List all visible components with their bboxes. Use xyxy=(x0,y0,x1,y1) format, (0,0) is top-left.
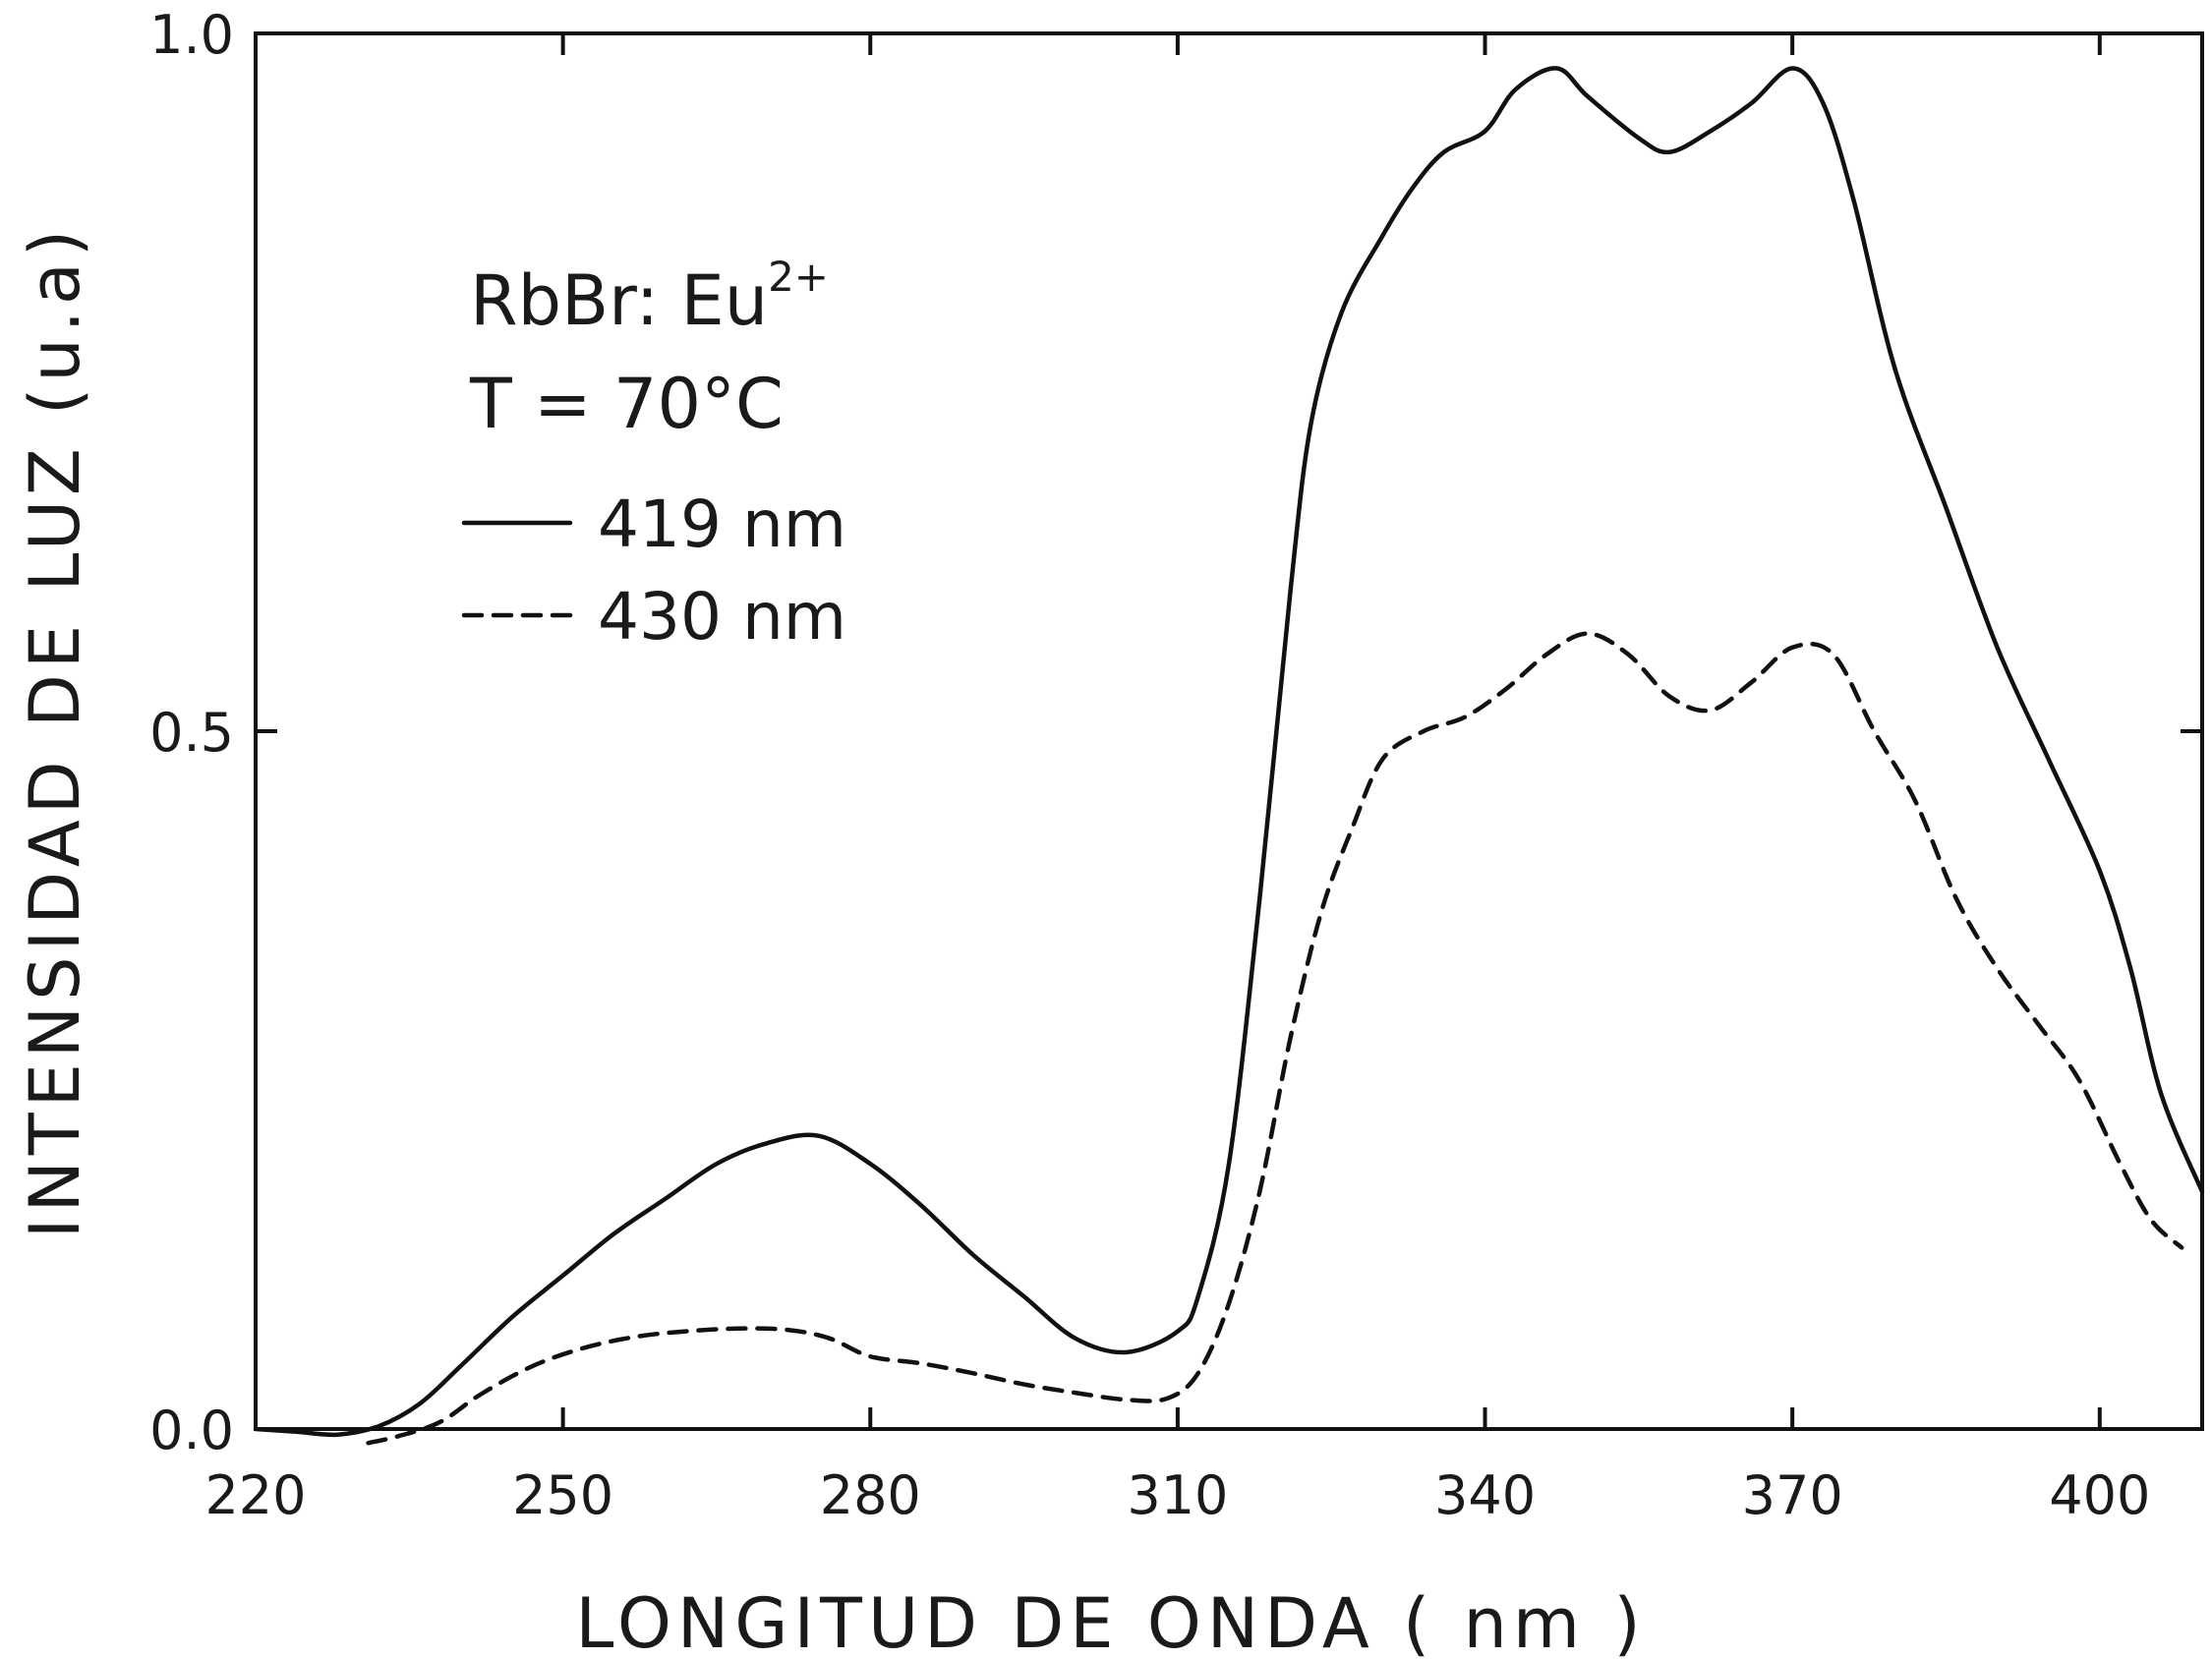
x-tick-label-340: 340 xyxy=(1434,1464,1536,1526)
legend-label-430: 430 nm xyxy=(598,579,846,655)
tick-marks xyxy=(254,31,2202,1431)
series-line-430nm xyxy=(366,631,2184,1446)
legend: 419 nm 430 nm xyxy=(461,486,846,655)
x-tick-label-310: 310 xyxy=(1127,1464,1228,1526)
x-tick-label-250: 250 xyxy=(512,1464,613,1526)
y-tick-labels: 0.0 0.5 1.0 xyxy=(149,4,234,1461)
y-tick-label-1.0: 1.0 xyxy=(149,4,234,66)
y-axis-title: INTENSIDAD DE LUZ (u.a) xyxy=(15,224,95,1238)
data-series xyxy=(253,66,2205,1446)
y-tick-label-0.0: 0.0 xyxy=(149,1400,234,1461)
x-tick-label-280: 280 xyxy=(820,1464,921,1526)
x-tick-labels: 220 250 280 310 340 370 400 xyxy=(204,1464,2150,1526)
sample-annotation: RbBr: Eu2+ xyxy=(470,253,829,341)
y-tick-label-0.5: 0.5 xyxy=(149,702,234,764)
x-axis-title: LONGITUD DE ONDA ( nm ) xyxy=(575,1583,1646,1659)
series-line-419nm xyxy=(253,66,2205,1438)
temperature-annotation: T = 70°C xyxy=(469,364,784,444)
sample-name: RbBr: Eu xyxy=(470,260,768,341)
x-tick-label-400: 400 xyxy=(2049,1464,2150,1526)
sample-superscript: 2+ xyxy=(768,253,829,301)
x-tick-label-220: 220 xyxy=(204,1464,306,1526)
x-tick-label-370: 370 xyxy=(1742,1464,1843,1526)
legend-label-419: 419 nm xyxy=(598,486,846,562)
plot-frame xyxy=(254,31,2204,1431)
